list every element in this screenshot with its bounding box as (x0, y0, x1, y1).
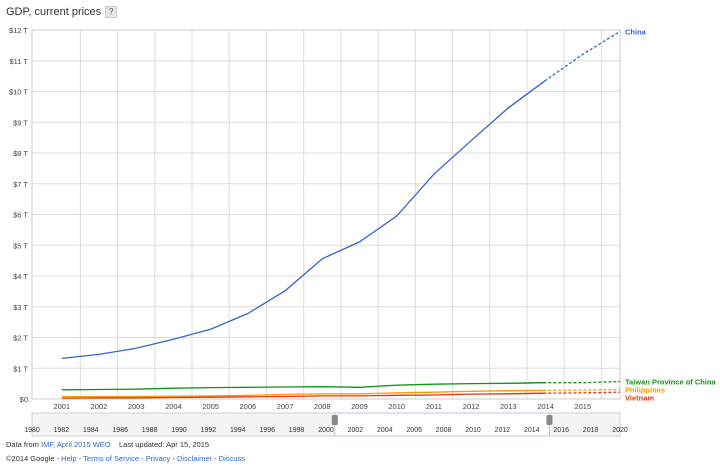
timeline-label: 2008 (436, 427, 452, 434)
y-tick-label: $7 T (13, 180, 28, 189)
y-tick-label: $5 T (13, 241, 28, 250)
source-link[interactable]: IMF, April 2015 WEO (41, 440, 111, 449)
x-tick-label: 2008 (314, 402, 331, 411)
gdp-line-chart: $0 $1 T $2 T $3 T $4 T $5 T $6 T $7 T $8 T $9 T $1… (9, 26, 717, 437)
timeline-label: 1988 (142, 427, 158, 434)
timeline-label: 2018 (583, 427, 599, 434)
y-tick-label: $0 (20, 395, 28, 404)
x-tick-label: 2002 (91, 402, 108, 411)
last-updated: Last updated: Apr 15, 2015 (118, 440, 210, 449)
y-tick-label: $4 T (13, 272, 28, 281)
disclaimer-link[interactable]: Disclaimer (176, 454, 212, 463)
legend-entry[interactable]: Philippines (625, 385, 665, 394)
y-tick-label: $12 T (9, 26, 28, 35)
terms-link[interactable]: Terms of Service (83, 454, 140, 463)
timeline-label: 2004 (377, 427, 393, 434)
y-tick-label: $8 T (13, 149, 28, 158)
series-line[interactable] (61, 389, 546, 398)
legend: China Taiwan Province of ChinaPhilippines… (625, 28, 717, 403)
plot-frame (31, 29, 621, 400)
footer-data-source: Data from IMF, April 2015 WEO Last updat… (6, 440, 209, 449)
x-tick-label: 2004 (165, 402, 182, 411)
footer-links: ©2014 Google - Help - Terms of Service -… (6, 454, 245, 463)
grid-lines (31, 29, 621, 400)
x-tick-label: 2003 (128, 402, 145, 411)
series-line[interactable] (61, 382, 546, 391)
y-tick-label: $6 T (13, 211, 28, 220)
timeline-label: 1994 (230, 427, 246, 434)
timeline-label: 2012 (495, 427, 511, 434)
series-line-projection[interactable] (508, 391, 621, 395)
x-tick-label: 2014 (537, 402, 554, 411)
discuss-link[interactable]: Discuss (218, 454, 245, 463)
timeline-label: 2010 (465, 427, 481, 434)
series-line-projection[interactable] (508, 380, 621, 384)
x-tick-label: 2013 (500, 402, 517, 411)
timeline-label: 2020 (612, 427, 628, 434)
timeline-left-handle[interactable] (331, 415, 338, 425)
x-tick-label: 2005 (202, 402, 219, 411)
y-tick-label: $9 T (13, 118, 28, 127)
series-line[interactable] (61, 79, 546, 360)
timeline-label: 1986 (112, 427, 128, 434)
copyright: ©2014 Google (6, 454, 55, 463)
y-tick-label: $2 T (13, 334, 28, 343)
x-tick-label: 2001 (53, 402, 70, 411)
timeline-slider[interactable]: 1980 1982 1984 1986 1988 1990 1992 1994 1996 1998… (24, 412, 628, 437)
timeline-label: 1980 (24, 427, 40, 434)
y-tick-label: $11 T (10, 57, 29, 66)
timeline-right-handle[interactable] (546, 415, 553, 425)
privacy-link[interactable]: Privacy (145, 454, 171, 463)
timeline-label: 2016 (553, 427, 569, 434)
timeline-label: 2000 (318, 427, 334, 434)
timeline-label: 1984 (83, 427, 99, 434)
timeline-label: 1992 (201, 427, 217, 434)
x-axis-tick-labels: 2001 2002 2003 2004 2005 2006 2007 2008 2009 2010… (53, 402, 591, 411)
y-axis-tick-labels: $0 $1 T $2 T $3 T $4 T $5 T $6 T $7 T $8 T $9 T $1… (9, 26, 28, 404)
timeline-label: 2014 (524, 427, 540, 434)
timeline-label: 1990 (171, 427, 187, 434)
chart-title-text: GDP, current prices (6, 6, 102, 18)
x-tick-label: 2007 (277, 402, 294, 411)
timeline-label: 1982 (54, 427, 70, 434)
y-tick-label: $1 T (13, 364, 28, 373)
series-lines (61, 30, 621, 399)
help-link[interactable]: Help (61, 454, 77, 463)
series-line[interactable] (61, 392, 546, 399)
x-tick-label: 2009 (351, 402, 368, 411)
timeline-label: 2002 (348, 427, 364, 434)
y-tick-label: $3 T (13, 303, 28, 312)
legend-entry[interactable]: Taiwan Province of China (625, 377, 717, 386)
chart-title: GDP, current prices? (6, 6, 118, 19)
timeline-label: 2006 (406, 427, 422, 434)
x-tick-label: 2011 (426, 402, 442, 411)
timeline-label: 1998 (289, 427, 305, 434)
x-tick-label: 2010 (388, 402, 405, 411)
data-from-label: Data from (6, 440, 39, 449)
x-tick-label: 2006 (240, 402, 257, 411)
legend-entry[interactable]: China (625, 28, 647, 37)
legend-entry[interactable]: Vietnam (625, 393, 654, 402)
help-icon[interactable]: ? (105, 6, 118, 19)
x-tick-label: 2015 (574, 402, 591, 411)
y-tick-label: $10 T (9, 88, 28, 97)
x-tick-label: 2012 (463, 402, 480, 411)
timeline-label: 1996 (259, 427, 275, 434)
series-line-projection[interactable] (508, 388, 621, 392)
